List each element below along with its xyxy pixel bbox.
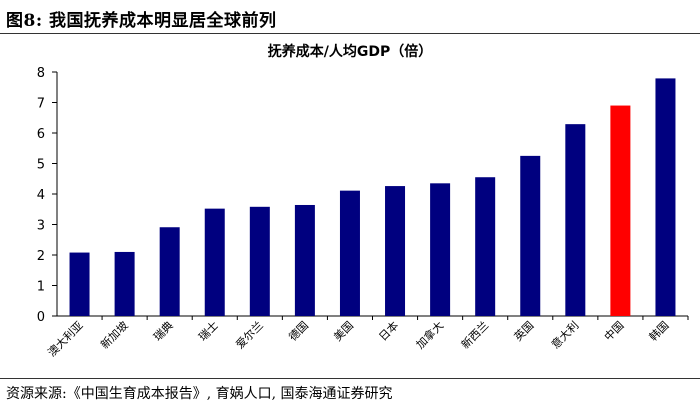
bar	[475, 177, 496, 316]
x-tick-label: 英国	[511, 318, 536, 343]
y-tick-label: 5	[37, 158, 45, 173]
bar	[204, 208, 225, 316]
bar-chart: 0 1 2 3 4 5 6 7 8 澳大利亚 新加坡 瑞典 瑞士 爱尔兰 德国 美国 日本 加拿大 新西兰 英国 意大利…	[37, 66, 689, 359]
x-tick-label: 澳大利亚	[45, 318, 86, 359]
x-tick-label: 加拿大	[413, 318, 446, 351]
bar	[610, 105, 631, 316]
x-tick-label: 爱尔兰	[233, 319, 266, 352]
y-tick-label: 3	[37, 219, 45, 234]
bottom-rule	[0, 378, 700, 379]
y-tick-label: 8	[37, 66, 45, 81]
x-tick-label: 意大利	[548, 318, 581, 351]
x-tick-label: 韩国	[646, 318, 671, 343]
x-tick-label: 德国	[286, 318, 311, 343]
y-tick-label: 7	[37, 97, 45, 112]
x-tick-label: 瑞典	[150, 318, 175, 343]
top-rule	[0, 33, 700, 34]
y-tick-label: 2	[37, 249, 45, 264]
bar	[385, 186, 406, 316]
bar	[114, 251, 135, 316]
source-note: 资源来源:《中国生育成本报告》, 育娲人口, 国泰海通证券研究	[6, 386, 393, 402]
bar	[520, 155, 541, 316]
figure-header: 图8: 我国抚养成本明显居全球前列	[0, 0, 700, 34]
bar	[565, 124, 586, 316]
x-tick-label: 日本	[376, 318, 401, 343]
y-tick-label: 4	[37, 188, 45, 203]
x-tick-label: 中国	[602, 319, 627, 344]
y-tick-label: 6	[37, 127, 45, 142]
x-tick-label: 瑞士	[195, 318, 220, 343]
y-tick-label: 0	[37, 310, 45, 325]
bar	[430, 183, 451, 316]
bar	[69, 252, 90, 316]
chart-title: 抚养成本/人均GDP（倍）	[267, 44, 433, 60]
bar	[655, 78, 676, 316]
x-tick-label: 美国	[331, 319, 356, 344]
bar	[249, 206, 270, 316]
y-tick-label: 1	[37, 280, 45, 295]
x-tick-label: 新加坡	[97, 318, 130, 351]
bar	[159, 227, 180, 316]
bar	[339, 190, 360, 316]
bar	[294, 204, 315, 316]
x-tick-label: 新西兰	[458, 318, 491, 351]
figure-title: 图8: 我国抚养成本明显居全球前列	[6, 11, 277, 31]
